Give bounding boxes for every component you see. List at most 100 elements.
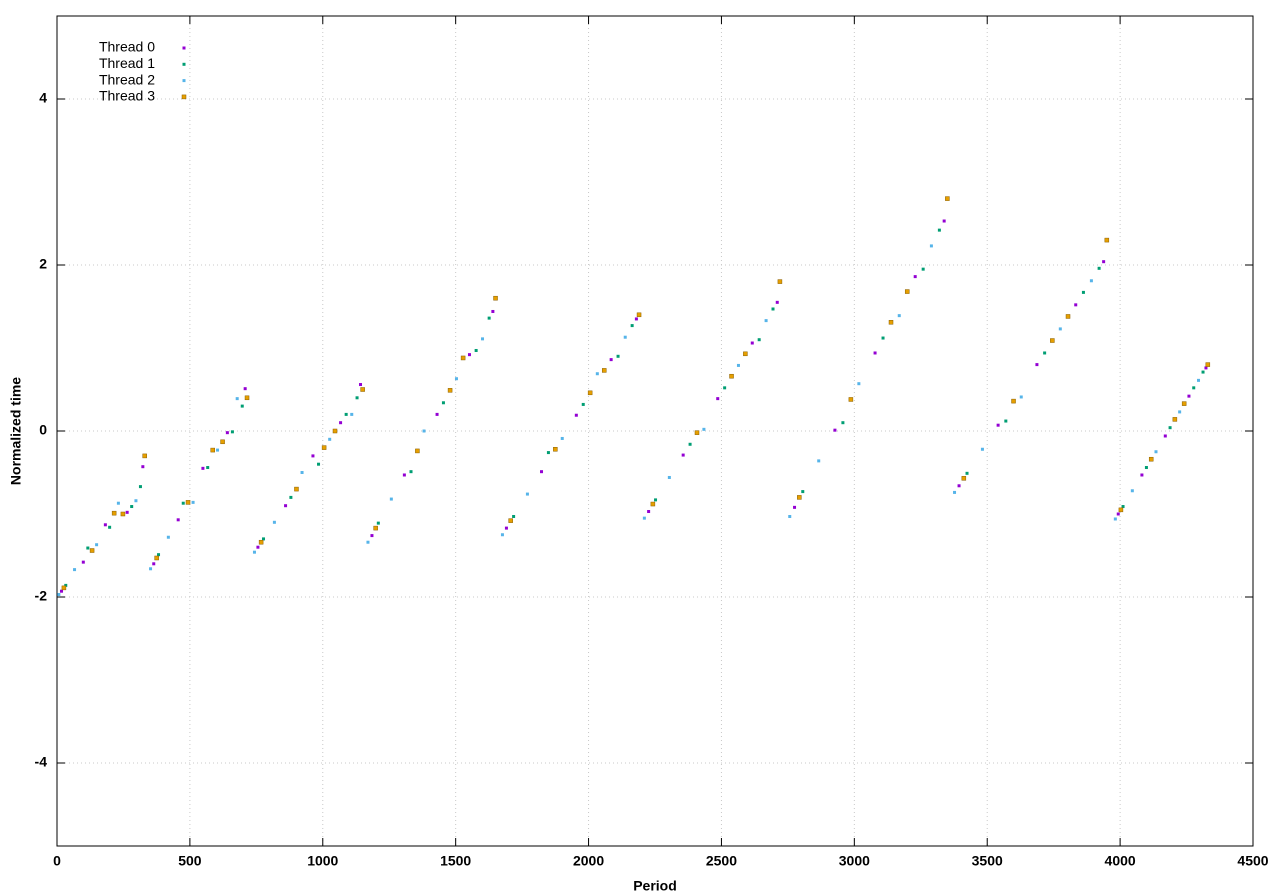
point — [553, 447, 558, 452]
point — [642, 516, 646, 520]
point — [1154, 450, 1158, 454]
point — [647, 510, 651, 514]
point — [262, 537, 266, 541]
point — [581, 402, 585, 406]
point — [888, 320, 894, 325]
point — [240, 404, 244, 408]
point — [1140, 473, 1144, 477]
point — [1035, 363, 1039, 367]
point — [339, 421, 343, 425]
point — [957, 484, 961, 488]
point — [817, 459, 821, 463]
point — [953, 490, 957, 494]
point — [1050, 338, 1055, 343]
point — [1187, 394, 1191, 398]
legend-label: Thread 3 — [99, 88, 155, 104]
point — [716, 397, 720, 401]
point — [1058, 327, 1062, 331]
point — [181, 501, 185, 505]
point — [1113, 517, 1117, 521]
point — [873, 351, 877, 355]
point — [142, 453, 147, 459]
point — [435, 412, 439, 416]
point — [389, 497, 393, 501]
point — [366, 540, 370, 544]
point — [681, 453, 685, 457]
point — [103, 523, 107, 527]
legend-label: Thread 2 — [99, 71, 155, 87]
point — [623, 335, 627, 339]
point — [1130, 489, 1134, 493]
point — [833, 428, 837, 432]
point — [467, 353, 471, 357]
point — [402, 473, 406, 477]
point — [654, 498, 658, 502]
x-tick-label: 1500 — [440, 853, 471, 869]
y-tick-label: -2 — [35, 588, 48, 604]
point — [134, 499, 138, 503]
legend-marker — [182, 62, 186, 66]
point — [729, 373, 734, 379]
point — [1104, 237, 1110, 243]
point — [609, 358, 613, 362]
point — [1172, 417, 1178, 422]
point — [360, 387, 365, 392]
point — [332, 428, 338, 434]
point — [667, 475, 671, 479]
point — [493, 295, 498, 301]
point — [220, 439, 225, 445]
point — [415, 448, 420, 454]
x-tick-label: 4500 — [1237, 853, 1268, 869]
point — [311, 454, 315, 458]
point — [504, 526, 508, 530]
point — [210, 447, 215, 453]
legend-marker — [181, 94, 187, 100]
point — [1081, 290, 1085, 294]
y-tick-label: -4 — [35, 754, 48, 770]
point — [328, 437, 332, 441]
point — [546, 451, 550, 455]
point — [897, 314, 901, 318]
point — [771, 307, 775, 311]
y-tick-label: 4 — [39, 90, 47, 106]
point — [775, 300, 779, 304]
y-tick-label: 2 — [39, 256, 47, 272]
point — [157, 553, 161, 557]
point — [723, 386, 727, 390]
point — [913, 275, 917, 279]
point — [1148, 456, 1154, 462]
x-tick-label: 2000 — [573, 853, 604, 869]
point — [945, 196, 950, 201]
point — [474, 348, 478, 352]
point — [57, 593, 61, 597]
legend-label: Thread 0 — [99, 39, 155, 55]
point — [736, 363, 740, 367]
x-tick-label: 3500 — [972, 853, 1003, 869]
point — [141, 465, 145, 469]
point — [216, 448, 220, 452]
point — [95, 543, 99, 547]
point — [1144, 466, 1148, 470]
point — [441, 401, 445, 405]
point — [980, 447, 984, 451]
point — [587, 390, 593, 396]
point — [857, 382, 861, 386]
point — [244, 395, 250, 401]
point — [487, 316, 491, 320]
point — [797, 495, 802, 500]
point — [848, 397, 854, 402]
point — [1163, 434, 1167, 438]
point — [921, 267, 925, 271]
point — [841, 421, 845, 425]
point — [1178, 410, 1182, 414]
point — [650, 501, 656, 507]
point — [560, 436, 564, 440]
legend-label: Thread 1 — [99, 55, 155, 71]
point — [359, 383, 363, 387]
point — [1065, 314, 1071, 319]
point — [321, 445, 327, 450]
point — [235, 397, 239, 401]
point — [937, 228, 941, 232]
point — [1102, 260, 1106, 264]
point — [929, 244, 933, 248]
